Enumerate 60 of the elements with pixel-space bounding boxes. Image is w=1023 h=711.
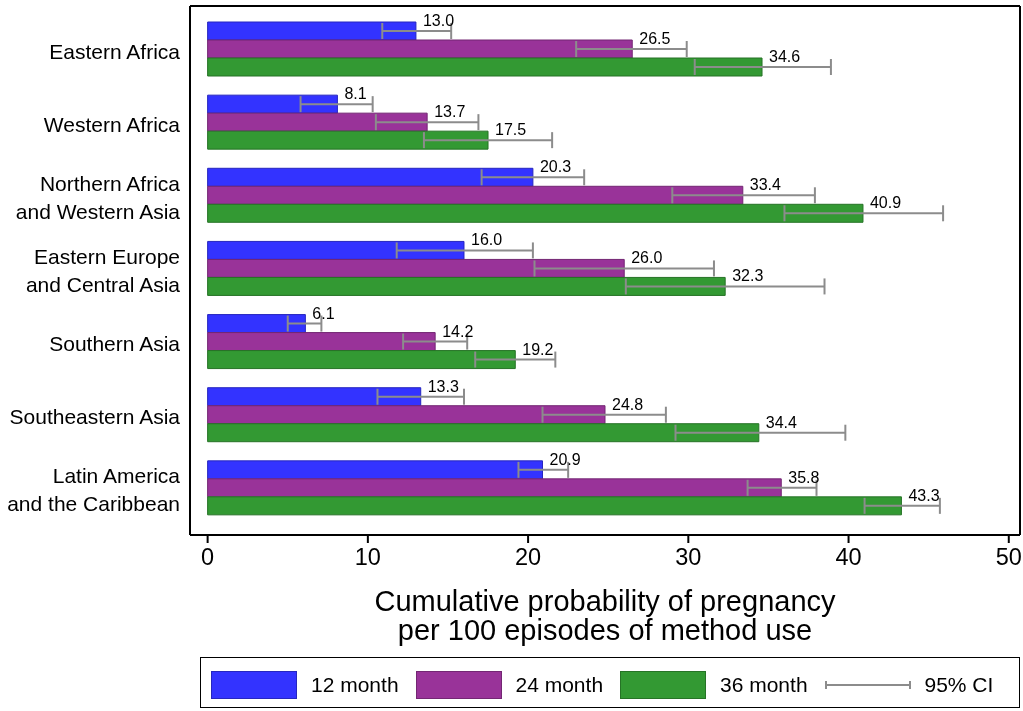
legend-label: 24 month (515, 672, 604, 697)
bar (207, 185, 744, 205)
y-tick-label: Southeastern Asia (9, 404, 181, 428)
data-label: 13.7 (434, 102, 466, 120)
data-label: 34.6 (769, 47, 801, 65)
data-label: 20.9 (549, 450, 581, 468)
data-label: 24.8 (612, 395, 644, 413)
y-tick-label: Latin America and the Caribbean (7, 463, 181, 515)
bar (207, 57, 763, 77)
bar (207, 39, 633, 59)
bar (207, 240, 465, 260)
bar (207, 478, 782, 498)
bar (207, 496, 902, 516)
legend-label: 12 month (311, 672, 399, 697)
data-label: 26.5 (639, 29, 671, 47)
bar (207, 21, 417, 41)
data-label: 16.0 (471, 230, 503, 248)
data-label: 14.2 (442, 322, 474, 340)
y-tick-label: Eastern Africa (49, 39, 181, 63)
x-tick-label: 40 (835, 543, 862, 570)
bar (207, 203, 864, 223)
x-tick-label: 30 (675, 543, 702, 570)
data-label: 13.0 (422, 11, 455, 29)
bar (207, 332, 436, 352)
data-label: 20.3 (539, 157, 572, 175)
data-label: 6.1 (312, 304, 335, 322)
bar (207, 350, 516, 370)
data-label: 8.1 (344, 84, 367, 102)
data-label: 33.4 (749, 175, 782, 193)
data-label: 43.3 (908, 486, 940, 504)
x-tick-label: 50 (995, 543, 1022, 570)
bar (207, 423, 760, 443)
x-tick-label: 10 (354, 543, 381, 570)
bar (207, 94, 338, 114)
data-label: 13.3 (427, 377, 459, 395)
y-tick-label: Southern Asia (49, 331, 181, 355)
bar (207, 460, 544, 480)
bar (207, 314, 306, 334)
data-label: 40.9 (869, 193, 902, 211)
x-axis-title: Cumulative probability of pregnancy per 100 episodes of method use (374, 585, 837, 646)
y-tick-label: Northern Africa and Western Asia (15, 171, 181, 223)
bar (207, 130, 489, 150)
bar (207, 405, 606, 425)
data-label: 26.0 (631, 248, 663, 266)
legend-label: 36 month (720, 672, 808, 697)
text: 95% CI (924, 672, 994, 697)
data-label: 17.5 (495, 120, 527, 138)
bar (207, 276, 726, 296)
x-tick-label: 20 (515, 543, 542, 570)
bar (207, 258, 625, 278)
data-label: 19.2 (522, 340, 554, 358)
bar (207, 387, 422, 407)
bar (207, 167, 534, 187)
y-tick-label: Western Africa (43, 112, 181, 136)
x-tick-label: 0 (201, 543, 215, 570)
data-label: 34.4 (765, 413, 798, 431)
bar (207, 112, 428, 132)
data-label: 32.3 (732, 266, 764, 284)
data-label: 35.8 (788, 468, 820, 486)
y-tick-label: Eastern Europe and Central Asia (25, 244, 181, 296)
